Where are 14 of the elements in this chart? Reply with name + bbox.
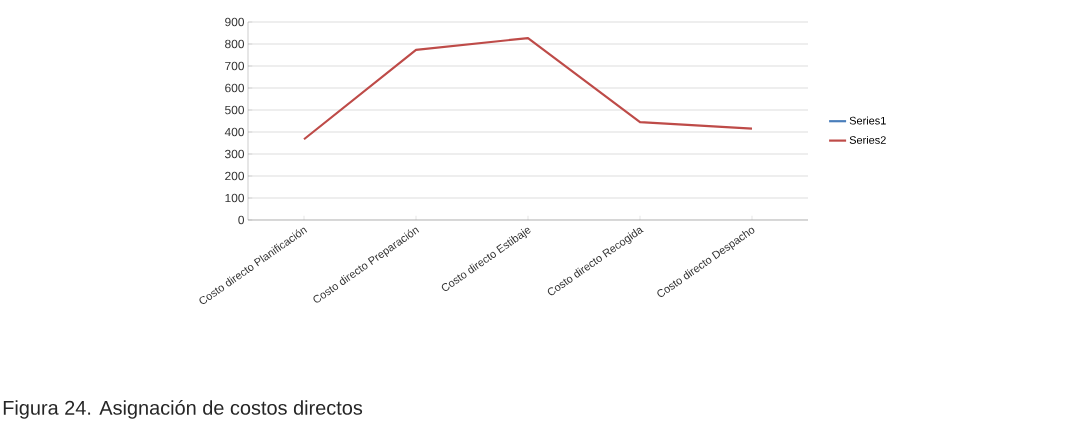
- text: Figura 24. Asignación de costos directos: [3, 399, 363, 419]
- y-tick-label: 100: [225, 193, 245, 203]
- y-tick-label: 600: [225, 83, 245, 93]
- y-tick-label: 700: [225, 61, 245, 71]
- y-tick-label: 800: [225, 39, 245, 49]
- y-tick-label: 500: [225, 105, 245, 115]
- y-tick-label: 0: [238, 215, 245, 225]
- y-tick-label: 300: [224, 149, 245, 159]
- legend-label: Series2: [849, 135, 886, 144]
- y-tick-label: 400: [224, 127, 245, 137]
- y-tick-label: 200: [225, 171, 245, 181]
- legend-label: Series1: [849, 116, 886, 125]
- y-tick-label: 900: [225, 17, 245, 27]
- line-series: [302, 36, 754, 141]
